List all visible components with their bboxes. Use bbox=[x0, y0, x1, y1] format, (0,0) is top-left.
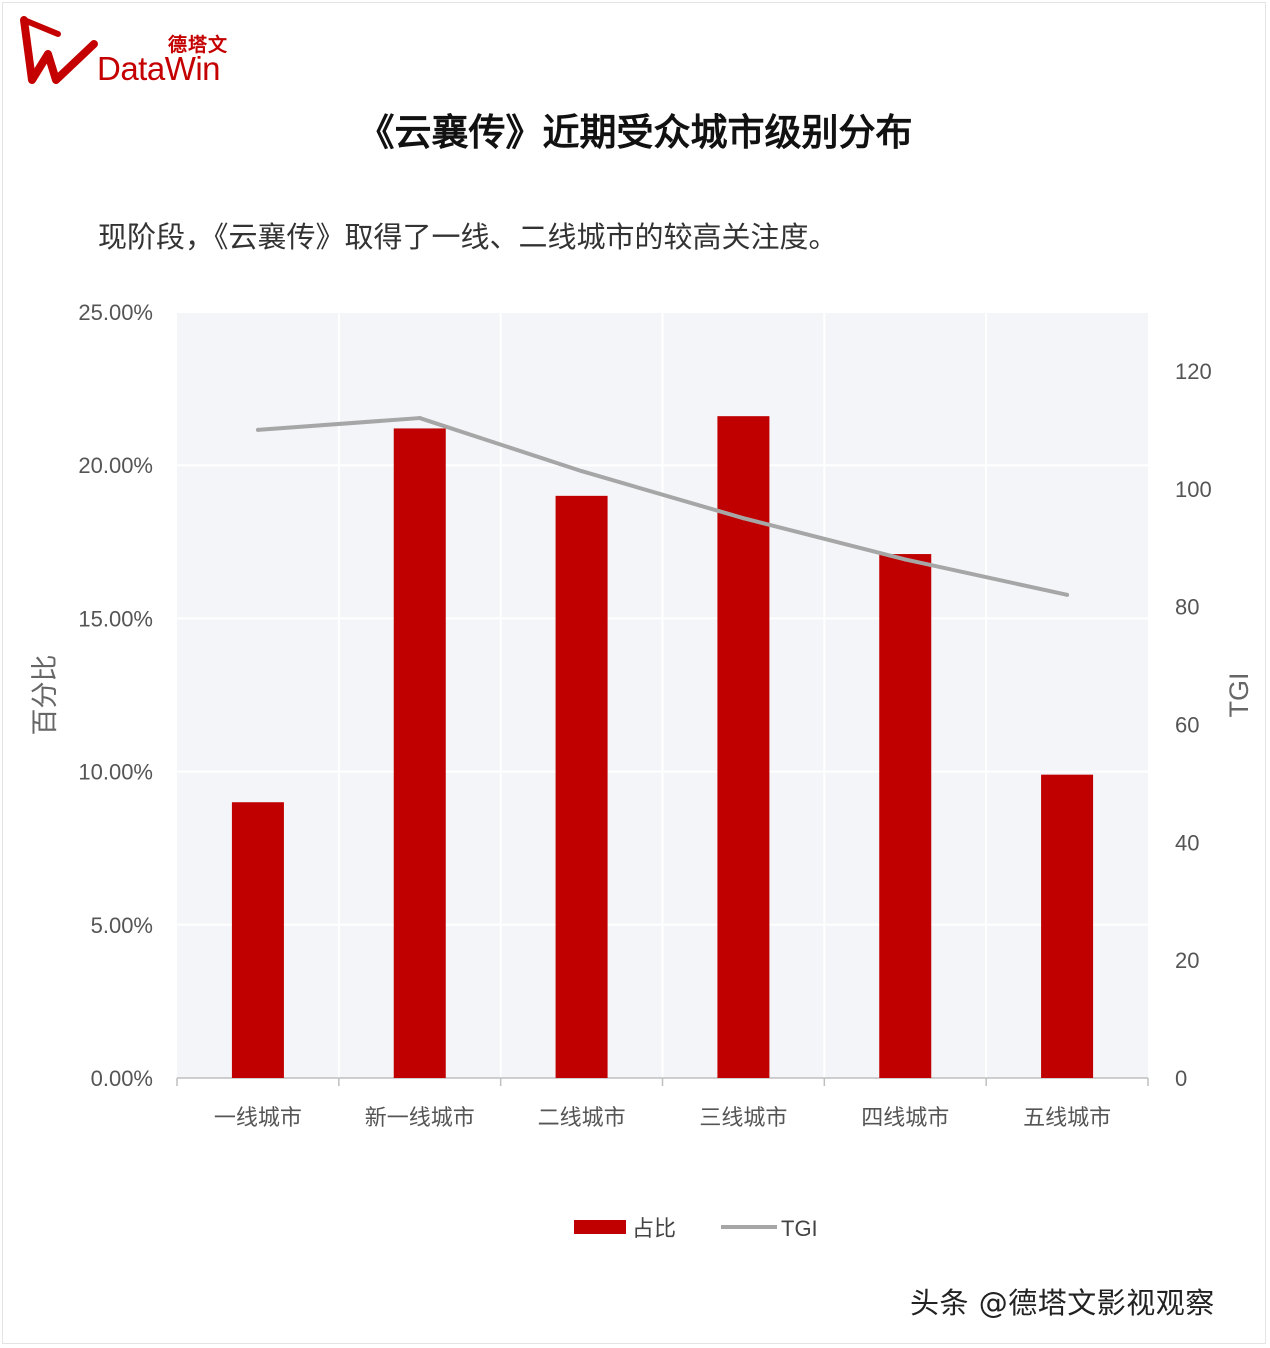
datawin-mark-icon bbox=[20, 16, 98, 84]
legend-bar-swatch bbox=[574, 1220, 626, 1234]
y2-tick-label: 0 bbox=[1175, 1066, 1187, 1091]
bar bbox=[231, 802, 284, 1078]
bar bbox=[1041, 774, 1094, 1078]
x-tick-label: 二线城市 bbox=[538, 1106, 626, 1131]
chart-title: 《云襄传》近期受众城市级别分布 bbox=[357, 111, 913, 154]
tgi-point bbox=[741, 516, 746, 521]
y2-tick-label: 120 bbox=[1175, 359, 1212, 384]
y-tick-label: 15.00% bbox=[78, 606, 153, 631]
y-tick-label: 25.00% bbox=[78, 300, 153, 325]
y2-tick-label: 60 bbox=[1175, 712, 1199, 737]
y2-tick-label: 80 bbox=[1175, 595, 1199, 620]
chart-subtitle: 现阶段，《云襄传》取得了一线、二线城市的较高关注度。 bbox=[98, 220, 838, 254]
x-tick-label: 五线城市 bbox=[1023, 1106, 1111, 1131]
datawin-logo bbox=[18, 14, 238, 90]
bar bbox=[393, 428, 446, 1078]
legend-line-label: TGI bbox=[781, 1216, 818, 1241]
tgi-point bbox=[255, 427, 260, 432]
x-tick-label: 一线城市 bbox=[214, 1106, 302, 1131]
logo-en-text: DataWin bbox=[97, 50, 221, 87]
y-axis-title: 百分比 bbox=[30, 655, 61, 736]
logo-cn-text: 德塔文 bbox=[168, 34, 229, 56]
bar bbox=[717, 416, 770, 1078]
y2-tick-label: 40 bbox=[1175, 830, 1199, 855]
tgi-point bbox=[1065, 592, 1070, 597]
y-tick-label: 10.00% bbox=[78, 760, 153, 785]
tgi-point bbox=[903, 557, 908, 562]
y2-tick-label: 100 bbox=[1175, 477, 1212, 502]
y-tick-label: 0.00% bbox=[91, 1066, 153, 1091]
bar bbox=[555, 495, 608, 1079]
y-tick-label: 20.00% bbox=[78, 453, 153, 478]
tgi-line bbox=[257, 416, 1068, 597]
tgi-point bbox=[417, 416, 422, 421]
x-tick-label: 四线城市 bbox=[861, 1106, 949, 1131]
y-tick-label: 5.00% bbox=[91, 913, 153, 938]
bar bbox=[879, 554, 932, 1078]
y2-tick-label: 20 bbox=[1175, 948, 1199, 973]
y2-axis-title: TGI bbox=[1224, 673, 1254, 718]
x-tick-label: 三线城市 bbox=[699, 1106, 787, 1131]
x-tick-label: 新一线城市 bbox=[365, 1106, 475, 1131]
watermark-text: 头条 @德塔文影视观察 bbox=[910, 1286, 1215, 1320]
legend-bar-label: 占比 bbox=[632, 1217, 676, 1242]
tgi-point bbox=[579, 469, 584, 474]
